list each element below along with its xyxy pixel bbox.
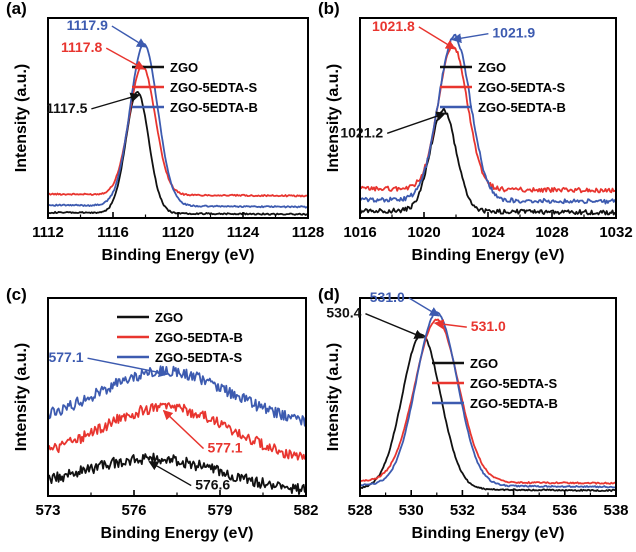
series-line-zgo <box>359 333 617 493</box>
annotation-arrow <box>87 357 169 378</box>
peak-annotation: 1021.9 <box>492 25 535 41</box>
peak-annotation: 1021.2 <box>340 124 383 140</box>
x-tick-label: 528 <box>347 502 372 519</box>
annotation-arrow <box>418 26 456 50</box>
x-tick-label: 1032 <box>599 224 632 241</box>
x-tick-label: 1128 <box>292 224 325 241</box>
x-tick-label: 579 <box>207 502 232 519</box>
annotation-arrow <box>111 25 147 48</box>
x-tick-label: 1116 <box>97 224 129 241</box>
legend-entry: ZGO-5EDTA-B <box>470 396 558 411</box>
series-line-zgo-5edta-b <box>359 311 617 489</box>
annotation-arrow <box>91 92 141 110</box>
x-tick-label: 1112 <box>32 224 64 241</box>
peak-annotation: 1021.8 <box>372 18 415 34</box>
legend-entry: ZGO <box>470 356 498 371</box>
series-line-zgo-5edta-s <box>359 318 617 485</box>
annotation-arrow <box>386 111 447 134</box>
legend-entry: ZGO-5EDTA-S <box>155 350 242 365</box>
panel-label: (a) <box>6 0 27 18</box>
y-axis-label: Intensity (a.u.) <box>13 343 30 451</box>
x-axis-label: Binding Energy (eV) <box>101 525 254 542</box>
annotation-arrow <box>365 313 425 339</box>
peak-annotation: 530.4 <box>326 305 361 321</box>
x-tick-label: 530 <box>399 502 424 519</box>
annotation-arrow <box>105 47 146 70</box>
x-tick-label: 1028 <box>535 224 568 241</box>
legend-entry: ZGO <box>170 60 198 75</box>
panel-d: (d) 528 530 532 534 536 538 Binding Energy (eV)… <box>318 285 629 542</box>
panel-label: (b) <box>318 0 340 18</box>
legend-entry: ZGO-5EDTA-S <box>170 80 257 95</box>
peak-annotation: 577.1 <box>208 440 243 456</box>
x-tick-label: 538 <box>603 502 628 519</box>
peak-annotation: 1117.5 <box>46 100 87 116</box>
x-axis-label: Binding Energy (eV) <box>102 247 255 264</box>
panel-c: (c) 573 576 579 582 Binding Energy (eV) Intens… <box>6 285 319 542</box>
peak-annotation: 531.0 <box>471 318 506 334</box>
peak-annotation: 531.0 <box>370 289 405 305</box>
series-line-zgo-5edta-s <box>47 65 309 198</box>
annotation-arrow <box>433 319 467 330</box>
peak-annotation: 1117.8 <box>61 39 102 55</box>
series-line-zgo-5edta-b <box>47 402 307 461</box>
panel-b: (b) 1016 1020 1024 1028 1032 Binding Energy (e… <box>318 0 633 264</box>
annotation-arrow <box>451 32 489 44</box>
peak-annotation: 577.1 <box>48 349 83 365</box>
panel-a: (a) 1112 1116 1120 1124 1128 Binding Energy (e… <box>6 0 324 264</box>
x-tick-label: 582 <box>293 502 318 519</box>
y-axis-label: Intensity (a.u.) <box>325 343 342 451</box>
series-line-zgo-5edta-s <box>47 365 307 427</box>
x-tick-label: 576 <box>121 502 146 519</box>
legend-entry: ZGO-5EDTA-B <box>155 330 243 345</box>
annotation-arrow <box>148 460 192 487</box>
series-line-zgo-5edta-b <box>47 43 309 209</box>
legend-entry: ZGO-5EDTA-S <box>470 376 557 391</box>
x-tick-label: 1020 <box>407 224 440 241</box>
legend-entry: ZGO <box>478 60 506 75</box>
panel-label: (c) <box>6 285 27 304</box>
x-tick-label: 1024 <box>471 224 505 241</box>
series-line-zgo <box>47 452 307 495</box>
x-tick-label: 532 <box>450 502 475 519</box>
peak-annotation: 1117.9 <box>67 17 108 33</box>
annotation-arrow <box>162 409 205 450</box>
x-tick-label: 534 <box>501 502 527 519</box>
x-tick-label: 536 <box>552 502 577 519</box>
y-axis-label: Intensity (a.u.) <box>13 64 30 172</box>
legend-entry: ZGO-5EDTA-S <box>478 80 565 95</box>
peak-annotation: 576.6 <box>195 477 230 493</box>
x-tick-label: 1016 <box>343 224 376 241</box>
series-line-zgo <box>359 107 617 216</box>
x-tick-label: 573 <box>35 502 60 519</box>
x-axis-label: Binding Energy (eV) <box>412 525 565 542</box>
x-axis-label: Binding Energy (eV) <box>412 247 565 264</box>
series-line-zgo-5edta-b <box>359 33 617 205</box>
x-tick-label: 1120 <box>162 224 195 241</box>
y-axis-label: Intensity (a.u.) <box>325 64 342 172</box>
legend-entry: ZGO-5EDTA-B <box>170 100 258 115</box>
legend-entry: ZGO <box>155 310 183 325</box>
x-tick-label: 1124 <box>227 224 260 241</box>
annotation-arrow <box>408 297 440 317</box>
panel-label: (d) <box>318 285 340 304</box>
legend-entry: ZGO-5EDTA-B <box>478 100 566 115</box>
